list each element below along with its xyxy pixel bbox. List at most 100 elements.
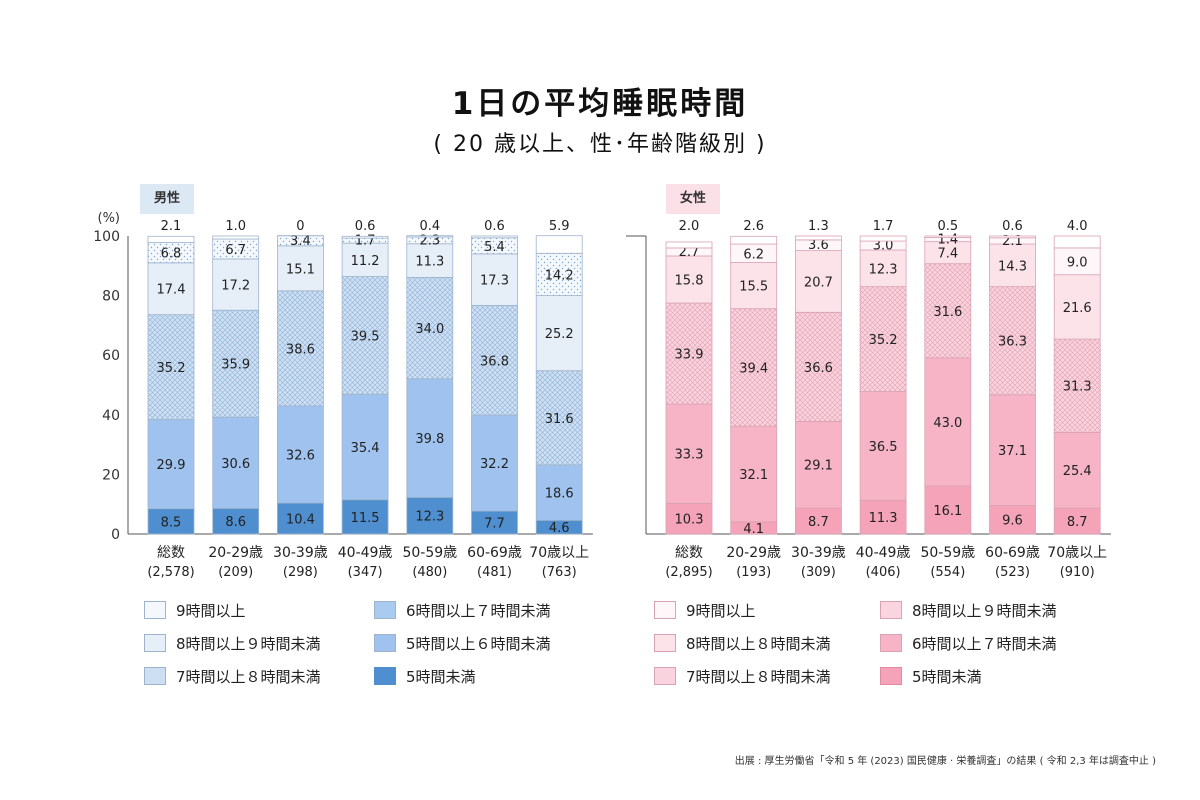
data-label: 31.3 xyxy=(1063,380,1092,395)
bar-segment xyxy=(147,262,195,316)
x-count-label: (523) xyxy=(995,565,1030,580)
bar-segment xyxy=(147,419,195,510)
data-label: 1.4 xyxy=(937,233,958,248)
bar-segment xyxy=(859,286,907,392)
male-legend-item: 8時間以上９時間未満 xyxy=(144,632,321,654)
data-label: 25.4 xyxy=(1063,464,1092,479)
data-label: 9.0 xyxy=(1067,255,1088,270)
female-legend-item: 7時間以上８時間未満 xyxy=(654,665,831,687)
data-label: 43.0 xyxy=(933,416,962,431)
bar-segment xyxy=(1053,431,1101,509)
bar-segment xyxy=(535,235,583,254)
x-category-label: 60-69歳 xyxy=(985,545,1040,561)
x-category-label: 40-49歳 xyxy=(856,545,911,561)
data-label: 15.1 xyxy=(286,262,315,277)
bar-segment xyxy=(795,311,842,422)
bar-segment xyxy=(535,252,583,296)
data-label: 16.1 xyxy=(933,504,962,519)
bar-segment xyxy=(924,485,972,535)
bar-segment xyxy=(989,504,1036,535)
data-label: 15.8 xyxy=(675,274,704,289)
data-label: 1.7 xyxy=(355,234,376,249)
female-panel-label: 女性 xyxy=(666,184,721,214)
data-label: 32.2 xyxy=(480,457,509,472)
bar-segment xyxy=(665,241,713,249)
bar-segment xyxy=(924,235,972,238)
female-legend-item: 6時間以上７時間未満 xyxy=(880,632,1057,654)
legend-swatch xyxy=(880,601,902,619)
data-label: 10.3 xyxy=(675,513,704,528)
bar-segment xyxy=(341,499,389,535)
bar-segment xyxy=(924,357,972,487)
data-label: 36.6 xyxy=(804,361,833,376)
y-tick-label: 60 xyxy=(102,348,120,364)
data-label: 12.3 xyxy=(415,510,444,525)
x-category-label: 50-59歳 xyxy=(920,545,975,561)
data-label: 17.4 xyxy=(157,283,186,298)
legend-label: 6時間以上７時間未満 xyxy=(912,634,1057,653)
data-label: 35.2 xyxy=(869,333,898,348)
male-legend-item: 5時間以上６時間未満 xyxy=(374,632,551,654)
male-legend-item: 6時間以上７時間未満 xyxy=(374,599,551,621)
x-count-label: (209) xyxy=(218,565,253,580)
data-label: 29.1 xyxy=(804,459,833,474)
x-count-label: (763) xyxy=(542,565,577,580)
bar-segment xyxy=(1053,274,1101,340)
bar-segment xyxy=(341,242,389,277)
data-label: 11.3 xyxy=(415,255,444,270)
male-legend-item: 7時間以上８時間未満 xyxy=(144,665,321,687)
data-label: 6.8 xyxy=(161,247,182,262)
x-count-label: (910) xyxy=(1060,565,1095,580)
legend-label: 7時間以上８時間未満 xyxy=(686,667,831,686)
x-count-label: (193) xyxy=(736,565,771,580)
bar-segment xyxy=(406,235,454,238)
data-label: 15.5 xyxy=(739,280,768,295)
male-legend-item: 9時間以上 xyxy=(144,599,246,621)
x-category-label: 30-39歳 xyxy=(273,545,328,561)
legend-swatch xyxy=(144,634,166,652)
chart-subtitle: ( 20 歳以上、性･年齢階級別 ) xyxy=(433,132,767,157)
legend-label: 5時間以上６時間未満 xyxy=(406,634,551,653)
bar-segment xyxy=(795,250,842,313)
data-label: 36.5 xyxy=(869,440,898,455)
bar-segment xyxy=(147,235,195,243)
data-label: 31.6 xyxy=(933,305,962,320)
data-label: 17.2 xyxy=(221,279,250,294)
data-label: 14.2 xyxy=(545,268,574,283)
legend-label: 8時間以上９時間未満 xyxy=(912,601,1057,620)
data-label: 8.7 xyxy=(808,515,829,530)
data-label: 11.5 xyxy=(351,511,380,526)
data-label: 3.4 xyxy=(290,234,311,249)
bar-segment xyxy=(341,235,389,239)
x-count-label: (298) xyxy=(283,565,318,580)
y-tick-label: 20 xyxy=(102,467,120,483)
female-legend-item: 9時間以上 xyxy=(654,599,756,621)
bar-segment xyxy=(665,502,713,535)
bar-segment xyxy=(406,378,454,498)
bar-segment xyxy=(989,235,1036,239)
bar-segment xyxy=(924,263,972,359)
x-category-label: 総数 xyxy=(675,545,703,561)
data-label: 33.3 xyxy=(675,448,704,463)
data-label: 36.8 xyxy=(480,354,509,369)
data-label: 14.3 xyxy=(998,259,1027,274)
data-label: 37.1 xyxy=(998,444,1027,459)
y-unit-label: (%) xyxy=(98,211,121,226)
male-panel-label: 男性 xyxy=(140,184,195,214)
y-tick-label: 0 xyxy=(111,527,120,543)
source-note: 出展 : 厚生労働省「令和 5 年 (2023) 国民健康 · 栄養調査」の結果… xyxy=(734,756,1156,767)
bar-segment xyxy=(147,508,195,535)
bar-segment xyxy=(471,235,518,239)
data-label: 9.6 xyxy=(1002,514,1023,529)
x-count-label: (2,895) xyxy=(665,565,712,580)
female-legend-item: 8時間以上９時間未満 xyxy=(880,599,1057,621)
data-label: 6.7 xyxy=(225,243,246,258)
x-category-label: 70歳以上 xyxy=(1047,545,1107,561)
data-label: 0.4 xyxy=(419,219,440,234)
x-count-label: (347) xyxy=(348,565,383,580)
legend-label: 9時間以上 xyxy=(176,601,246,620)
x-count-label: (2,578) xyxy=(147,565,194,580)
data-label: 30.6 xyxy=(221,457,250,472)
data-label: 21.6 xyxy=(1063,301,1092,316)
data-label: 4.6 xyxy=(549,521,570,536)
